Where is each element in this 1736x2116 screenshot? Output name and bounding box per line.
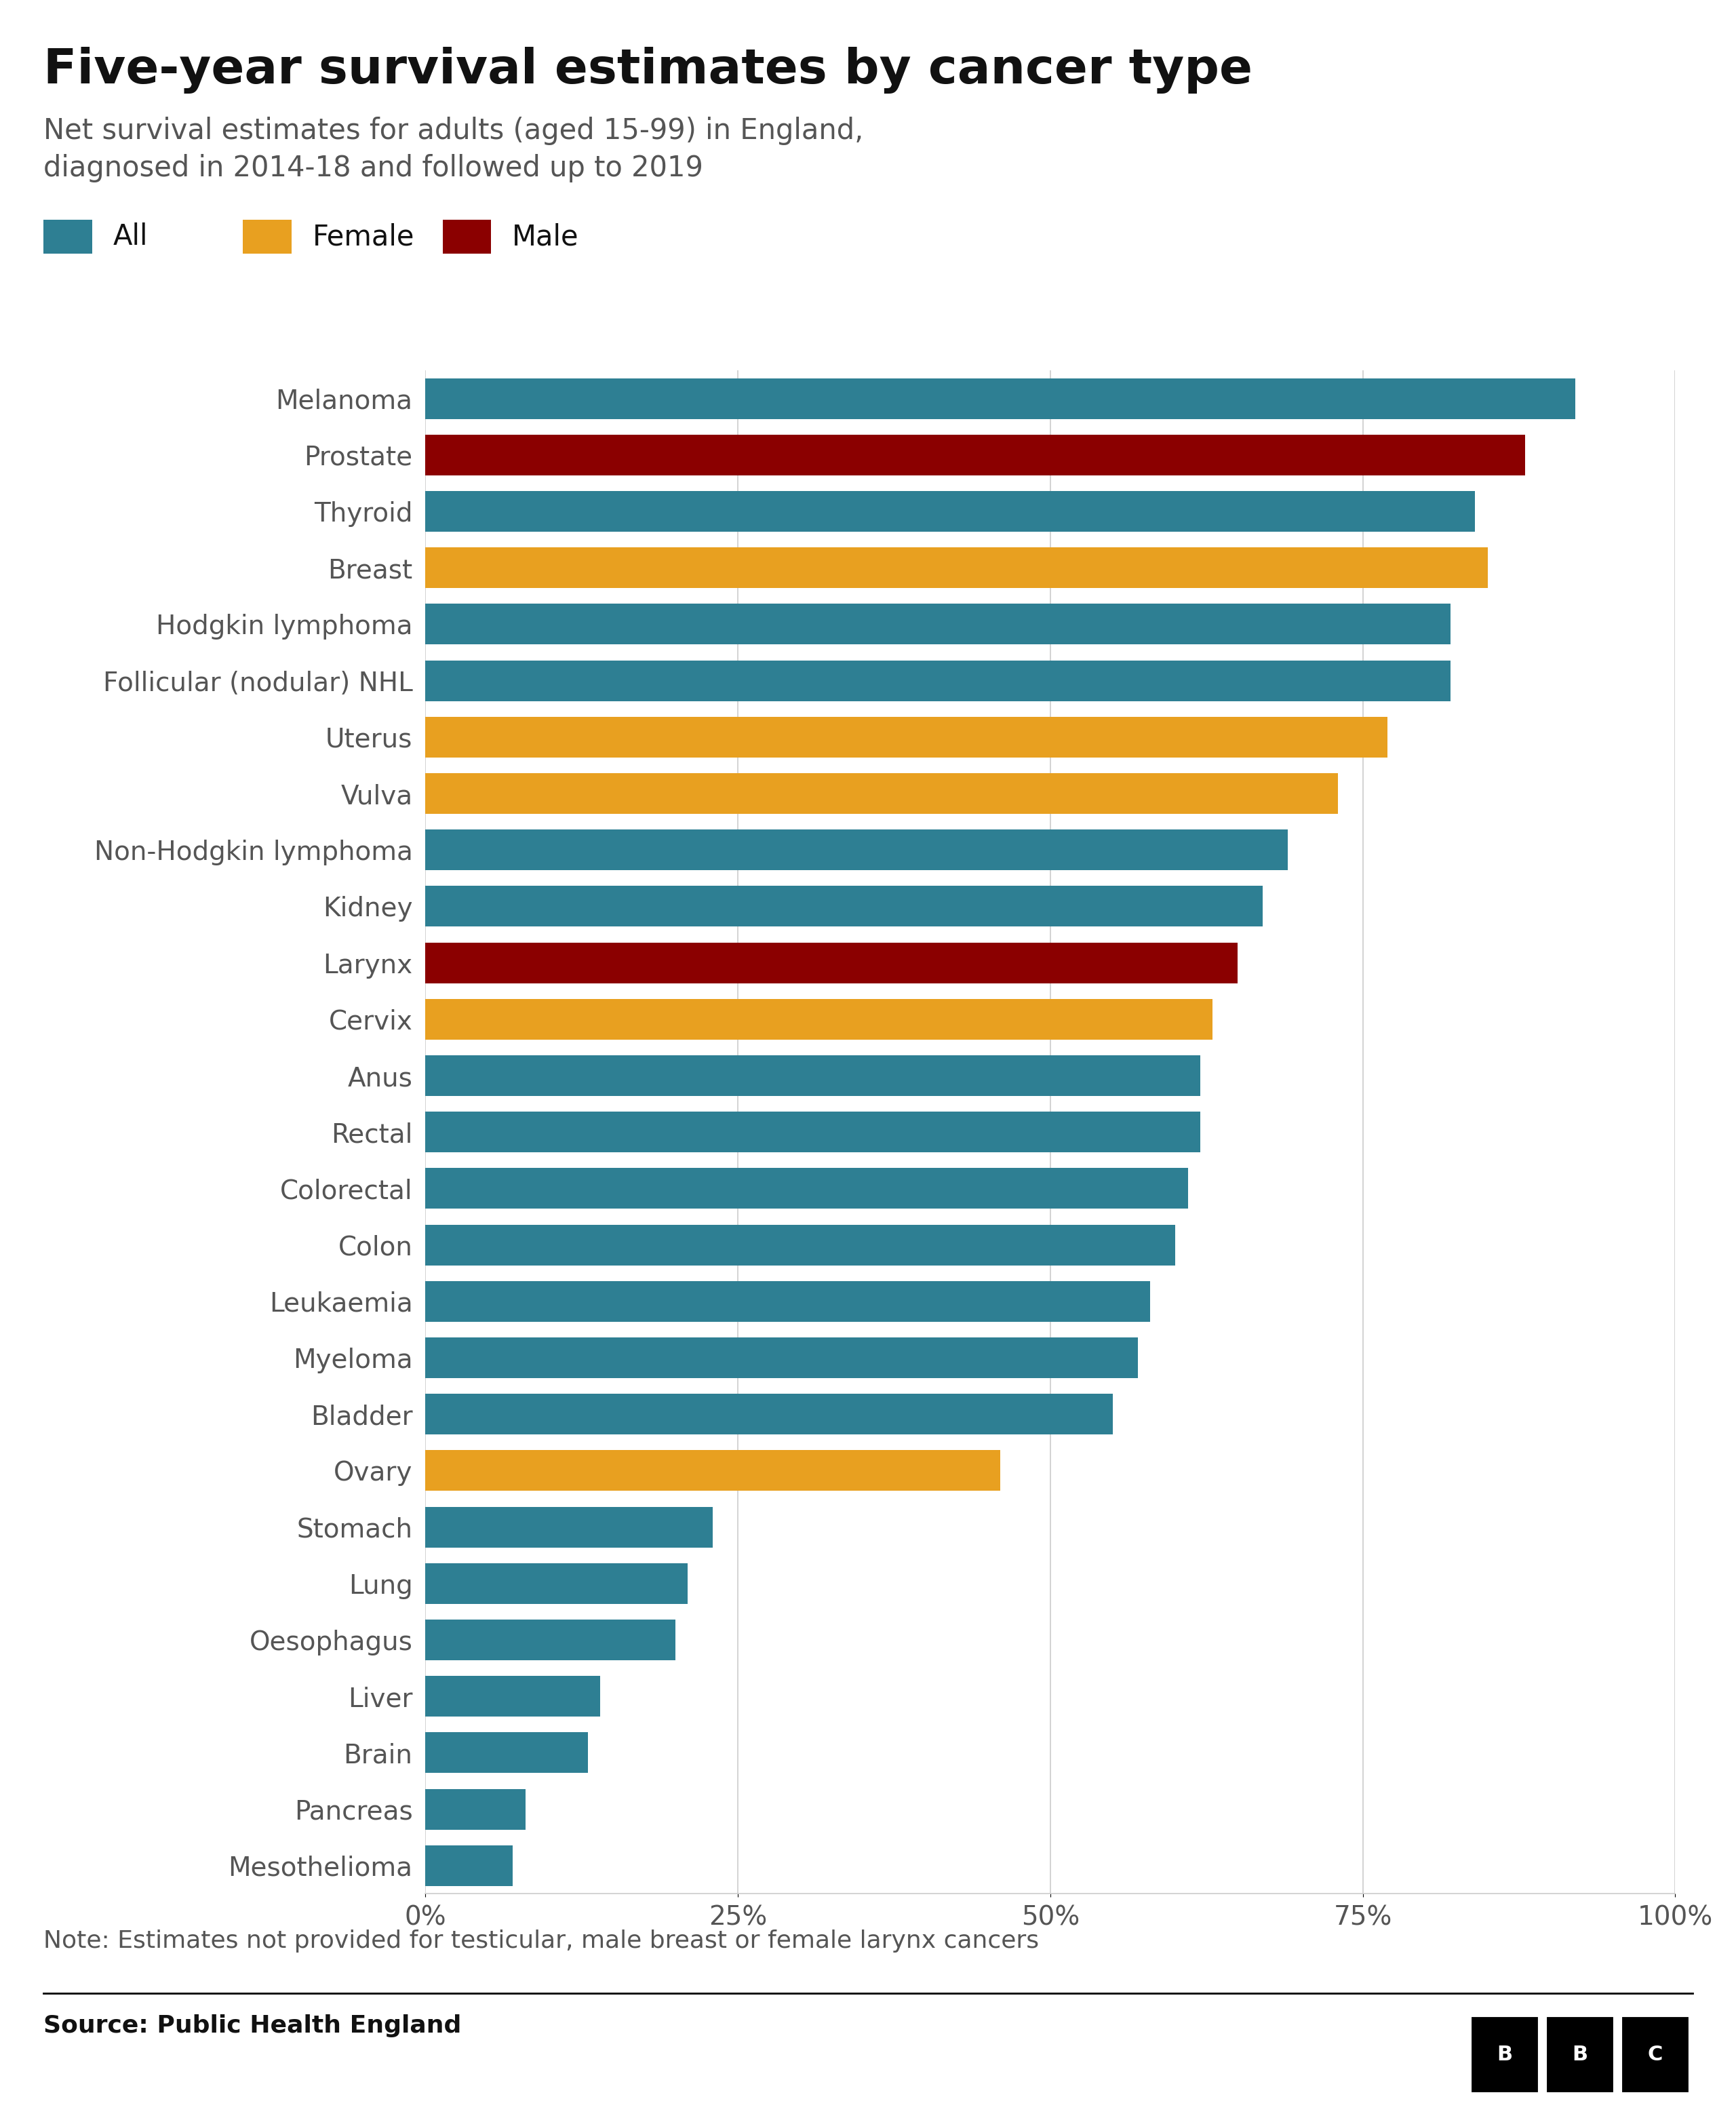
- Text: Note: Estimates not provided for testicular, male breast or female larynx cancer: Note: Estimates not provided for testicu…: [43, 1930, 1038, 1953]
- Bar: [425, 1280, 1151, 1322]
- Text: C: C: [1647, 2044, 1663, 2065]
- Bar: [425, 660, 1450, 700]
- FancyBboxPatch shape: [1470, 2017, 1540, 2093]
- Bar: [425, 548, 1488, 588]
- Bar: [425, 772, 1338, 815]
- Text: Male: Male: [512, 222, 580, 252]
- Bar: [425, 1788, 526, 1830]
- Bar: [425, 1507, 713, 1547]
- Text: Female: Female: [312, 222, 415, 252]
- FancyBboxPatch shape: [1620, 2017, 1689, 2093]
- Bar: [425, 1564, 687, 1604]
- Bar: [425, 1111, 1200, 1153]
- Bar: [425, 1733, 589, 1773]
- Bar: [425, 1449, 1000, 1492]
- Text: All: All: [113, 222, 148, 252]
- Bar: [425, 1337, 1137, 1378]
- Bar: [425, 829, 1288, 870]
- Text: B: B: [1496, 2044, 1512, 2065]
- Bar: [425, 887, 1262, 927]
- Bar: [425, 1394, 1113, 1435]
- Text: Net survival estimates for adults (aged 15-99) in England,
diagnosed in 2014-18 : Net survival estimates for adults (aged …: [43, 116, 863, 182]
- Bar: [425, 603, 1450, 645]
- Text: B: B: [1571, 2044, 1588, 2065]
- Bar: [425, 491, 1476, 531]
- Bar: [425, 434, 1526, 476]
- Bar: [425, 1225, 1175, 1265]
- Text: Five-year survival estimates by cancer type: Five-year survival estimates by cancer t…: [43, 47, 1252, 93]
- Bar: [425, 379, 1575, 419]
- Bar: [425, 999, 1213, 1039]
- Bar: [425, 1056, 1200, 1096]
- Bar: [425, 717, 1387, 758]
- Bar: [425, 1619, 675, 1661]
- Bar: [425, 1676, 601, 1716]
- Bar: [425, 1168, 1187, 1208]
- Text: Source: Public Health England: Source: Public Health England: [43, 2014, 462, 2038]
- FancyBboxPatch shape: [1545, 2017, 1614, 2093]
- Bar: [425, 942, 1238, 984]
- Bar: [425, 1845, 512, 1885]
